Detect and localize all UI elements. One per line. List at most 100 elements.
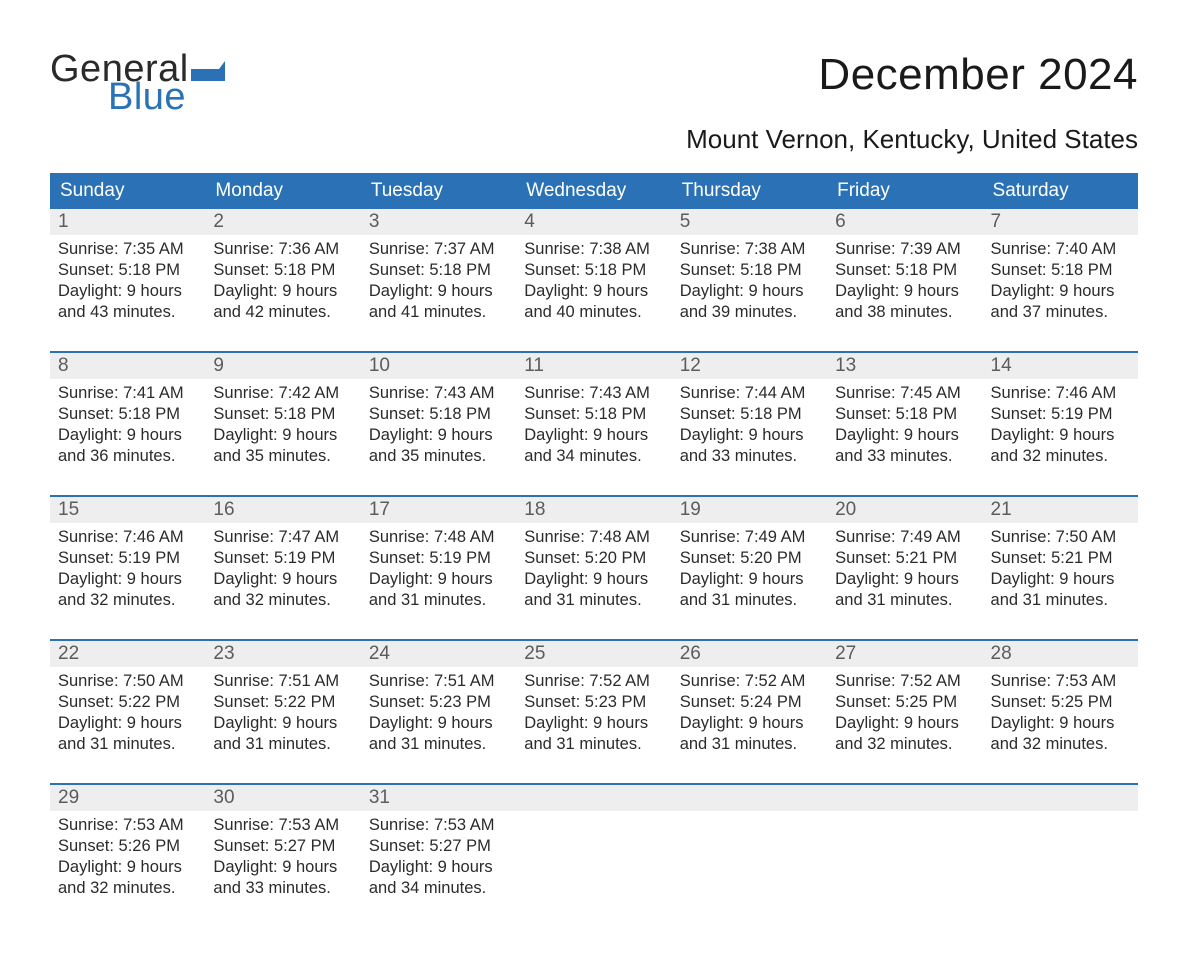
sunset-line: Sunset: 5:18 PM <box>369 260 508 281</box>
day-cell: 24Sunrise: 7:51 AMSunset: 5:23 PMDayligh… <box>361 641 516 783</box>
daylight-line: Daylight: 9 hours and 31 minutes. <box>369 569 508 611</box>
sunrise-line: Sunrise: 7:48 AM <box>369 527 508 548</box>
sunset-line: Sunset: 5:19 PM <box>991 404 1130 425</box>
daylight-line: Daylight: 9 hours and 33 minutes. <box>835 425 974 467</box>
day-body: Sunrise: 7:52 AMSunset: 5:23 PMDaylight:… <box>516 667 671 763</box>
day-cell: 27Sunrise: 7:52 AMSunset: 5:25 PMDayligh… <box>827 641 982 783</box>
day-cell: 11Sunrise: 7:43 AMSunset: 5:18 PMDayligh… <box>516 353 671 495</box>
month-title: December 2024 <box>818 50 1138 100</box>
day-number: 17 <box>361 497 516 523</box>
sunrise-line: Sunrise: 7:42 AM <box>213 383 352 404</box>
day-cell: 6Sunrise: 7:39 AMSunset: 5:18 PMDaylight… <box>827 209 982 351</box>
day-number: 26 <box>672 641 827 667</box>
day-body: Sunrise: 7:37 AMSunset: 5:18 PMDaylight:… <box>361 235 516 331</box>
daylight-line: Daylight: 9 hours and 32 minutes. <box>213 569 352 611</box>
week-row: 1Sunrise: 7:35 AMSunset: 5:18 PMDaylight… <box>50 209 1138 351</box>
day-number <box>983 785 1138 811</box>
day-header-wednesday: Wednesday <box>516 173 671 209</box>
sunset-line: Sunset: 5:25 PM <box>991 692 1130 713</box>
day-cell: 25Sunrise: 7:52 AMSunset: 5:23 PMDayligh… <box>516 641 671 783</box>
day-cell <box>516 785 671 927</box>
daylight-line: Daylight: 9 hours and 31 minutes. <box>369 713 508 755</box>
calendar: Sunday Monday Tuesday Wednesday Thursday… <box>50 173 1138 927</box>
daylight-line: Daylight: 9 hours and 33 minutes. <box>213 857 352 899</box>
sunrise-line: Sunrise: 7:43 AM <box>524 383 663 404</box>
sunrise-line: Sunrise: 7:38 AM <box>524 239 663 260</box>
day-cell <box>983 785 1138 927</box>
week-row: 15Sunrise: 7:46 AMSunset: 5:19 PMDayligh… <box>50 495 1138 639</box>
day-number: 13 <box>827 353 982 379</box>
day-body: Sunrise: 7:52 AMSunset: 5:25 PMDaylight:… <box>827 667 982 763</box>
week-row: 22Sunrise: 7:50 AMSunset: 5:22 PMDayligh… <box>50 639 1138 783</box>
daylight-line: Daylight: 9 hours and 34 minutes. <box>524 425 663 467</box>
day-cell: 1Sunrise: 7:35 AMSunset: 5:18 PMDaylight… <box>50 209 205 351</box>
sunset-line: Sunset: 5:19 PM <box>369 548 508 569</box>
sunrise-line: Sunrise: 7:52 AM <box>835 671 974 692</box>
day-number: 18 <box>516 497 671 523</box>
daylight-line: Daylight: 9 hours and 41 minutes. <box>369 281 508 323</box>
title-block: December 2024 <box>818 50 1138 100</box>
day-body: Sunrise: 7:44 AMSunset: 5:18 PMDaylight:… <box>672 379 827 475</box>
sunrise-line: Sunrise: 7:41 AM <box>58 383 197 404</box>
day-cell: 23Sunrise: 7:51 AMSunset: 5:22 PMDayligh… <box>205 641 360 783</box>
sunset-line: Sunset: 5:20 PM <box>524 548 663 569</box>
week-row: 8Sunrise: 7:41 AMSunset: 5:18 PMDaylight… <box>50 351 1138 495</box>
day-cell: 20Sunrise: 7:49 AMSunset: 5:21 PMDayligh… <box>827 497 982 639</box>
day-cell: 9Sunrise: 7:42 AMSunset: 5:18 PMDaylight… <box>205 353 360 495</box>
sunset-line: Sunset: 5:18 PM <box>524 260 663 281</box>
sunrise-line: Sunrise: 7:43 AM <box>369 383 508 404</box>
sunset-line: Sunset: 5:19 PM <box>58 548 197 569</box>
day-body: Sunrise: 7:48 AMSunset: 5:19 PMDaylight:… <box>361 523 516 619</box>
daylight-line: Daylight: 9 hours and 42 minutes. <box>213 281 352 323</box>
sunset-line: Sunset: 5:26 PM <box>58 836 197 857</box>
day-cell <box>672 785 827 927</box>
day-number: 5 <box>672 209 827 235</box>
daylight-line: Daylight: 9 hours and 31 minutes. <box>213 713 352 755</box>
day-cell: 14Sunrise: 7:46 AMSunset: 5:19 PMDayligh… <box>983 353 1138 495</box>
header: General Blue December 2024 <box>50 50 1138 116</box>
daylight-line: Daylight: 9 hours and 35 minutes. <box>213 425 352 467</box>
daylight-line: Daylight: 9 hours and 34 minutes. <box>369 857 508 899</box>
daylight-line: Daylight: 9 hours and 31 minutes. <box>680 569 819 611</box>
sunrise-line: Sunrise: 7:52 AM <box>524 671 663 692</box>
sunset-line: Sunset: 5:18 PM <box>369 404 508 425</box>
day-body: Sunrise: 7:45 AMSunset: 5:18 PMDaylight:… <box>827 379 982 475</box>
day-body: Sunrise: 7:46 AMSunset: 5:19 PMDaylight:… <box>50 523 205 619</box>
day-cell: 17Sunrise: 7:48 AMSunset: 5:19 PMDayligh… <box>361 497 516 639</box>
day-number: 28 <box>983 641 1138 667</box>
day-cell: 3Sunrise: 7:37 AMSunset: 5:18 PMDaylight… <box>361 209 516 351</box>
sunrise-line: Sunrise: 7:35 AM <box>58 239 197 260</box>
sunrise-line: Sunrise: 7:36 AM <box>213 239 352 260</box>
logo: General Blue <box>50 50 225 116</box>
sunrise-line: Sunrise: 7:46 AM <box>58 527 197 548</box>
day-cell: 22Sunrise: 7:50 AMSunset: 5:22 PMDayligh… <box>50 641 205 783</box>
day-number <box>672 785 827 811</box>
day-number: 16 <box>205 497 360 523</box>
day-body: Sunrise: 7:42 AMSunset: 5:18 PMDaylight:… <box>205 379 360 475</box>
day-header-row: Sunday Monday Tuesday Wednesday Thursday… <box>50 173 1138 209</box>
daylight-line: Daylight: 9 hours and 32 minutes. <box>991 425 1130 467</box>
daylight-line: Daylight: 9 hours and 32 minutes. <box>991 713 1130 755</box>
sunrise-line: Sunrise: 7:37 AM <box>369 239 508 260</box>
sunrise-line: Sunrise: 7:49 AM <box>835 527 974 548</box>
sunrise-line: Sunrise: 7:52 AM <box>680 671 819 692</box>
day-number: 2 <box>205 209 360 235</box>
day-body: Sunrise: 7:52 AMSunset: 5:24 PMDaylight:… <box>672 667 827 763</box>
day-body: Sunrise: 7:50 AMSunset: 5:22 PMDaylight:… <box>50 667 205 763</box>
location: Mount Vernon, Kentucky, United States <box>50 124 1138 155</box>
day-number: 29 <box>50 785 205 811</box>
day-body: Sunrise: 7:46 AMSunset: 5:19 PMDaylight:… <box>983 379 1138 475</box>
daylight-line: Daylight: 9 hours and 31 minutes. <box>835 569 974 611</box>
sunset-line: Sunset: 5:18 PM <box>58 260 197 281</box>
logo-text-blue: Blue <box>108 78 225 116</box>
day-number: 11 <box>516 353 671 379</box>
day-body: Sunrise: 7:40 AMSunset: 5:18 PMDaylight:… <box>983 235 1138 331</box>
sunrise-line: Sunrise: 7:51 AM <box>213 671 352 692</box>
day-number: 30 <box>205 785 360 811</box>
day-body: Sunrise: 7:47 AMSunset: 5:19 PMDaylight:… <box>205 523 360 619</box>
day-cell: 10Sunrise: 7:43 AMSunset: 5:18 PMDayligh… <box>361 353 516 495</box>
day-header-saturday: Saturday <box>983 173 1138 209</box>
sunrise-line: Sunrise: 7:49 AM <box>680 527 819 548</box>
daylight-line: Daylight: 9 hours and 31 minutes. <box>991 569 1130 611</box>
daylight-line: Daylight: 9 hours and 31 minutes. <box>524 569 663 611</box>
